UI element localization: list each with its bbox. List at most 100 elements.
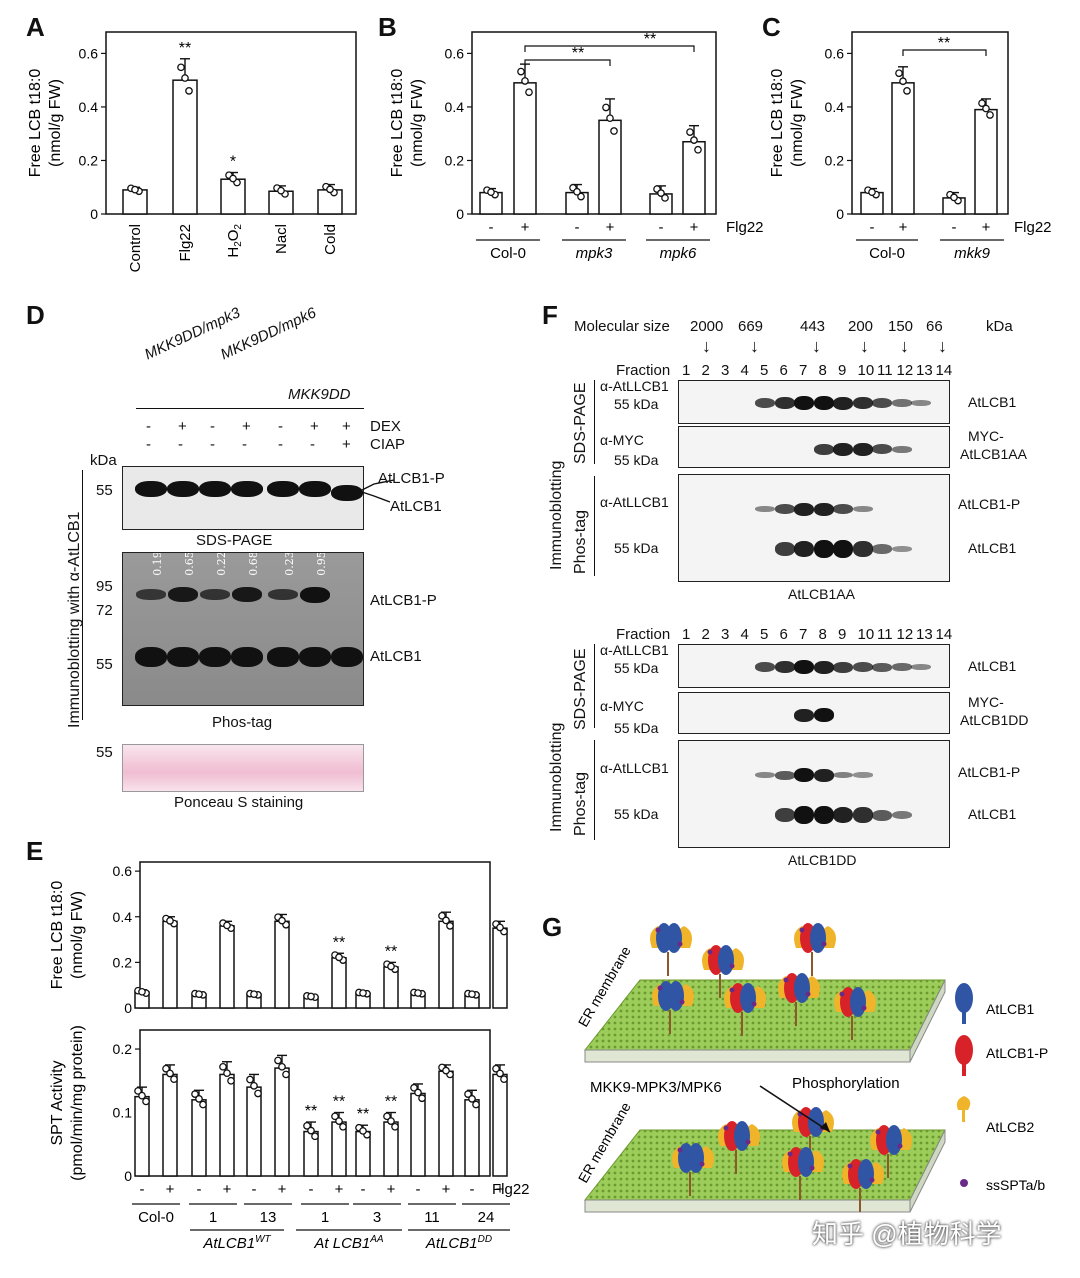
bar xyxy=(246,1086,262,1177)
kinase-label: MKK9-MPK3/MPK6 xyxy=(590,1079,722,1096)
data-point xyxy=(978,99,986,108)
y-axis-label-2: (nmol/g FW) xyxy=(47,79,64,167)
spt-complex xyxy=(718,1121,760,1174)
data-point xyxy=(326,185,334,194)
fraction-band xyxy=(755,506,775,512)
data-point xyxy=(177,63,185,72)
group-label: AtLCB1WT xyxy=(202,1234,271,1250)
phos-band-p xyxy=(232,587,262,603)
spt-complex xyxy=(870,1125,912,1178)
phos-band xyxy=(331,647,363,667)
treatment-mark: + xyxy=(496,1181,505,1198)
fraction-band xyxy=(852,506,873,512)
fraction-band xyxy=(833,771,853,779)
data-point xyxy=(468,990,476,999)
data-point xyxy=(359,989,367,997)
significance-mark: ** xyxy=(333,934,345,951)
membrane-top-side xyxy=(584,1049,911,1063)
y-tick-label: 0.6 xyxy=(445,45,465,61)
fraction-band xyxy=(833,504,853,514)
data-point xyxy=(246,1075,254,1084)
ssspt-dot xyxy=(729,963,735,969)
rule-sds-dd xyxy=(594,644,595,728)
ssspt-dot xyxy=(861,1005,867,1011)
ssspt-dot xyxy=(707,949,713,955)
fraction-band xyxy=(891,399,912,407)
data-point xyxy=(339,1122,347,1131)
lcb1-subunit xyxy=(858,1159,874,1189)
bar xyxy=(219,925,235,1009)
y-tick-label: 0 xyxy=(124,1000,132,1016)
bar xyxy=(219,1073,235,1177)
genotype-underline-1 xyxy=(136,408,206,409)
band-dd-lcb1: AtLCB1 xyxy=(968,658,1017,674)
kda-dd-2: 55 kDa xyxy=(614,720,659,736)
dex-mark: + xyxy=(310,418,319,435)
legend-lcb1p-shape xyxy=(955,1035,973,1065)
data-point xyxy=(162,1064,170,1073)
data-point xyxy=(195,990,203,999)
ssspt-dot xyxy=(699,1161,705,1167)
fraction-band xyxy=(794,540,814,558)
treatment-mark: + xyxy=(278,1181,287,1198)
data-point xyxy=(492,1064,500,1073)
band-aa-lcb1: AtLCB1 xyxy=(968,394,1017,410)
spt-complex xyxy=(672,1143,714,1196)
fraction-band xyxy=(774,504,795,514)
band-aa-lcb1b: AtLCB1 xyxy=(968,540,1017,556)
data-point xyxy=(577,192,585,201)
chart-b: 0 0.2 0.4 0.6 Free LCB t18:0 (nmol/g FW) - + - + -… xyxy=(389,31,764,262)
size-label: 150 xyxy=(888,318,914,335)
data-point xyxy=(383,1112,391,1121)
fraction-band xyxy=(852,541,873,557)
fraction-number: 6 xyxy=(779,362,788,379)
line-label: 1 xyxy=(209,1209,217,1226)
ciap-label: CIAP xyxy=(370,436,406,453)
data-point xyxy=(521,77,529,85)
ssspt-dot xyxy=(799,927,805,933)
data-point xyxy=(278,916,286,925)
ssspt-dot xyxy=(679,999,685,1005)
fraction-number: 2 xyxy=(701,362,710,379)
fraction-number: 5 xyxy=(760,626,769,643)
phos-band xyxy=(167,647,199,667)
ssspt-dot xyxy=(847,1163,853,1169)
fraction-band xyxy=(813,768,834,782)
y-tick-label: 0.2 xyxy=(113,1041,133,1057)
data-point xyxy=(195,1095,203,1103)
ab-myc-dd: α-MYC xyxy=(600,698,644,714)
spt-complex xyxy=(834,987,876,1040)
lcb1-subunit xyxy=(850,987,866,1017)
spt-complex xyxy=(702,945,744,998)
y-tick-label: 0 xyxy=(90,206,98,222)
bar xyxy=(438,1070,454,1177)
immunoblot-label-aa: Immunoblotting xyxy=(548,460,565,570)
lcb1-subunit xyxy=(810,923,826,953)
phos-marker-95: 95 xyxy=(96,578,113,595)
y-axis-label: Free LCB t18:0 xyxy=(769,69,786,178)
phos-label-dd: Phos-tag xyxy=(572,771,589,836)
ssspt-dot xyxy=(655,927,661,933)
phos-ratio: 0.19 xyxy=(150,552,164,576)
size-label: 669 xyxy=(738,318,764,335)
data-point xyxy=(986,111,994,119)
phos-band xyxy=(267,647,299,667)
y-tick-label: 0.4 xyxy=(445,99,465,115)
fraction-number: 5 xyxy=(760,362,769,379)
ciap-mark: - xyxy=(278,436,283,453)
treatment-label: Flg22 xyxy=(492,1181,530,1198)
membrane-top-edge xyxy=(909,979,946,1063)
fraction-band xyxy=(774,770,795,780)
dex-label: DEX xyxy=(370,418,401,435)
treatment-mark: - xyxy=(470,1181,475,1198)
data-point xyxy=(223,1069,231,1078)
sds-band xyxy=(231,481,263,497)
data-point xyxy=(387,962,395,971)
phos-band xyxy=(299,647,331,667)
panel-letter-c: C xyxy=(762,12,781,42)
phos-band: AtLCB1 xyxy=(370,648,422,665)
membrane-top-surface xyxy=(583,979,946,1051)
bar xyxy=(891,82,915,215)
lcb1-subunit xyxy=(734,1121,750,1151)
watermark: 知乎 @植物科学 xyxy=(812,1219,1002,1249)
